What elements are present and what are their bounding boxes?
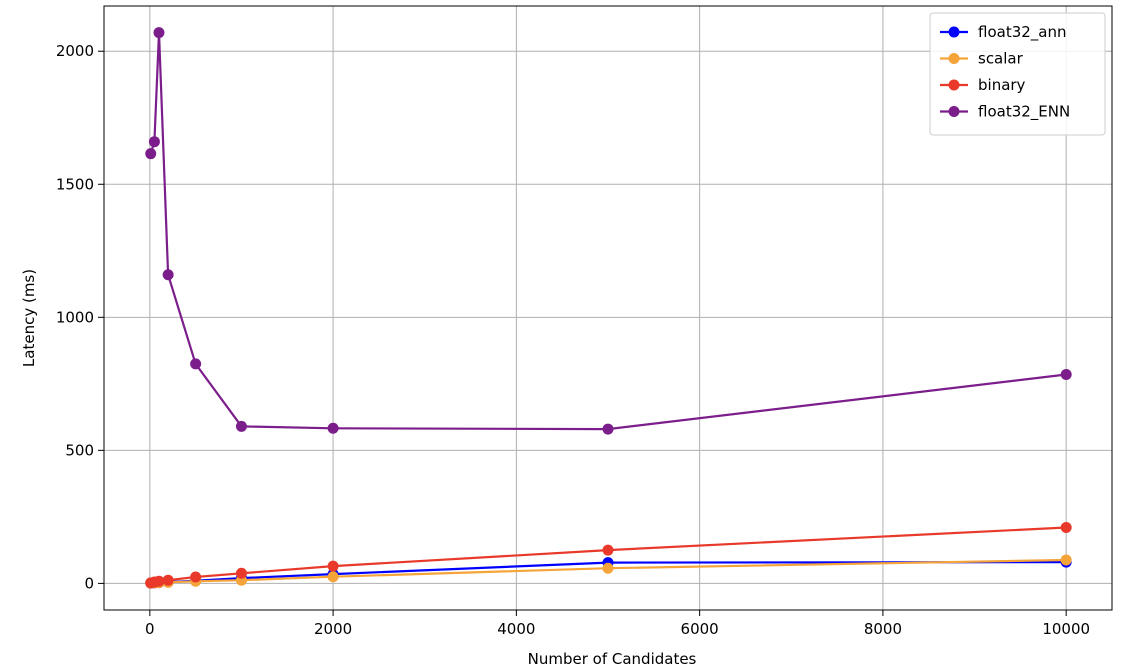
data-point	[327, 560, 339, 572]
x-tick-label: 0	[145, 620, 155, 638]
legend-label: float32_ann	[978, 23, 1067, 42]
x-tick-label: 2000	[314, 620, 352, 638]
axis-ticks: 0 2000 4000 6000 8000 10000 0 500 1000 1500 2000	[56, 42, 1090, 638]
legend-label: scalar	[978, 50, 1024, 68]
series-binary	[145, 522, 1072, 589]
data-point	[327, 571, 339, 583]
legend-label: float32_ENN	[978, 103, 1070, 122]
legend-marker	[948, 79, 960, 91]
y-tick-label: 0	[84, 574, 94, 592]
legend-marker	[948, 53, 960, 64]
y-tick-label: 2000	[56, 42, 94, 60]
data-point	[602, 423, 614, 435]
data-point	[162, 574, 174, 586]
series-layer	[145, 27, 1072, 589]
y-tick-label: 1000	[56, 308, 94, 326]
legend-entry: scalar	[940, 50, 1024, 68]
data-point	[327, 422, 339, 434]
x-tick-label: 6000	[681, 620, 719, 638]
legend-entry: float32_ENN	[940, 103, 1070, 122]
x-axis-label: Number of Candidates	[528, 650, 697, 668]
data-point	[190, 571, 202, 583]
data-point	[162, 269, 174, 281]
plot-frame	[103, 5, 1113, 611]
legend-entry: float32_ann	[940, 23, 1067, 42]
data-point	[153, 27, 165, 39]
data-point	[148, 136, 160, 148]
y-tick-label: 1500	[56, 175, 94, 193]
data-point	[1060, 554, 1072, 566]
legend-label: binary	[978, 76, 1026, 94]
series-line	[149, 32, 1067, 431]
data-point	[153, 575, 165, 587]
legend-entry: binary	[940, 76, 1026, 94]
legend-marker	[948, 26, 960, 38]
legend-marker	[948, 106, 960, 117]
x-tick-label: 8000	[864, 620, 902, 638]
data-point	[1060, 522, 1072, 534]
data-point	[1060, 369, 1072, 381]
data-point	[190, 358, 202, 370]
legend-box	[929, 12, 1106, 136]
data-point	[235, 420, 247, 432]
data-point	[145, 148, 157, 160]
y-axis-label: Latency (ms)	[20, 269, 38, 367]
x-tick-label: 4000	[497, 620, 535, 638]
x-tick-label: 10000	[1042, 620, 1090, 638]
data-point	[602, 544, 614, 556]
series-float32_ENN	[145, 27, 1072, 435]
y-tick-label: 500	[65, 441, 94, 459]
data-point	[602, 562, 614, 574]
data-point	[235, 567, 247, 579]
